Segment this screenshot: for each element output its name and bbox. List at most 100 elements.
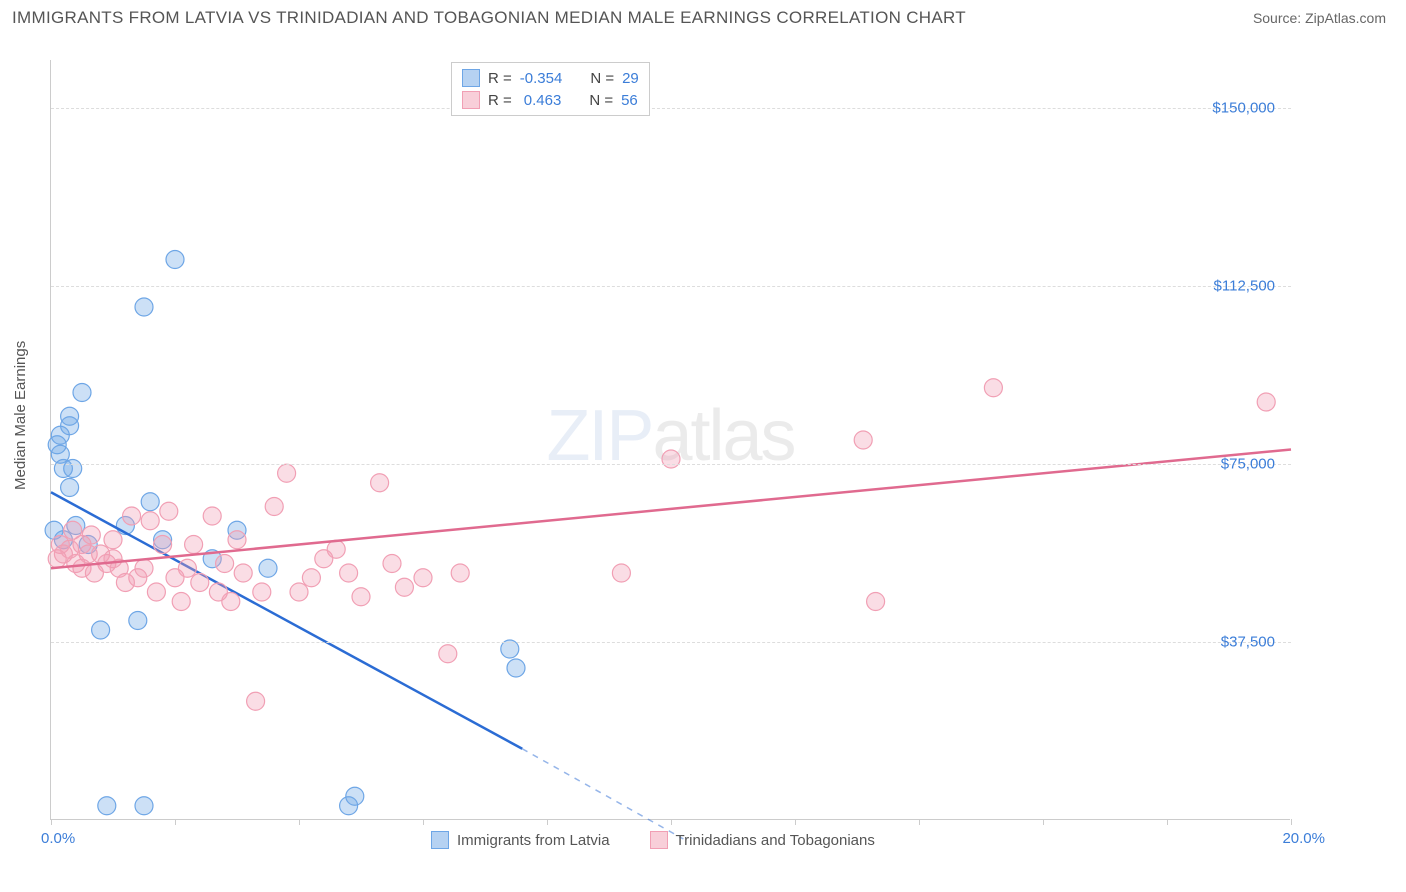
y-tick-label: $150,000 [1212,99,1275,116]
x-tick [299,819,300,825]
plot-svg [51,60,1291,820]
scatter-point-trinidad [984,379,1002,397]
scatter-point-trinidad [327,540,345,558]
legend-label-trinidad: Trinidadians and Tobagonians [676,832,875,849]
legend-item-trinidad: Trinidadians and Tobagonians [650,831,875,849]
x-tick [919,819,920,825]
scatter-point-trinidad [854,431,872,449]
scatter-point-trinidad [147,583,165,601]
scatter-point-trinidad [290,583,308,601]
scatter-point-trinidad [253,583,271,601]
gridline [51,286,1291,287]
gridline [51,108,1291,109]
chart-header: IMMIGRANTS FROM LATVIA VS TRINIDADIAN AN… [0,0,1406,28]
scatter-point-trinidad [371,474,389,492]
n-value-0: 29 [622,70,639,87]
r-value-0: -0.354 [520,70,563,87]
scatter-point-trinidad [104,531,122,549]
scatter-point-trinidad [82,526,100,544]
scatter-point-trinidad [203,507,221,525]
bottom-legend: Immigrants from Latvia Trinidadians and … [431,831,875,849]
y-tick-label: $112,500 [1214,277,1275,294]
scatter-point-latvia [507,659,525,677]
scatter-point-latvia [135,797,153,815]
trend-line-extrapolate-latvia [522,749,683,839]
x-axis-min-label: 0.0% [41,830,75,847]
scatter-point-latvia [64,460,82,478]
scatter-point-latvia [346,787,364,805]
chart-container: Median Male Earnings ZIPatlas $37,500$75… [50,60,1390,840]
legend-item-latvia: Immigrants from Latvia [431,831,610,849]
x-tick [547,819,548,825]
x-tick [51,819,52,825]
legend-label-latvia: Immigrants from Latvia [457,832,610,849]
scatter-point-trinidad [222,593,240,611]
scatter-point-latvia [61,417,79,435]
scatter-point-trinidad [191,574,209,592]
scatter-point-trinidad [302,569,320,587]
scatter-point-trinidad [662,450,680,468]
n-label-0: N = [590,70,614,87]
x-tick [1167,819,1168,825]
legend-swatch-latvia [431,831,449,849]
n-label-1: N = [589,92,613,109]
scatter-point-trinidad [154,536,172,554]
swatch-trinidad [462,91,480,109]
scatter-point-latvia [73,384,91,402]
scatter-point-trinidad [414,569,432,587]
x-tick [1291,819,1292,825]
scatter-point-trinidad [216,555,234,573]
gridline [51,642,1291,643]
scatter-point-trinidad [340,564,358,582]
y-tick-label: $75,000 [1221,455,1275,472]
scatter-point-trinidad [160,502,178,520]
scatter-point-latvia [98,797,116,815]
scatter-point-latvia [259,559,277,577]
scatter-point-trinidad [247,692,265,710]
scatter-point-latvia [135,298,153,316]
scatter-point-latvia [129,612,147,630]
x-tick [175,819,176,825]
scatter-point-trinidad [228,531,246,549]
stats-row-latvia: R = -0.354 N = 29 [462,67,639,89]
scatter-point-trinidad [141,512,159,530]
y-tick-label: $37,500 [1221,633,1275,650]
x-tick [795,819,796,825]
scatter-point-trinidad [395,578,413,596]
gridline [51,464,1291,465]
r-label-0: R = [488,70,512,87]
x-tick [423,819,424,825]
scatter-point-trinidad [278,464,296,482]
scatter-point-trinidad [234,564,252,582]
scatter-point-trinidad [172,593,190,611]
stats-row-trinidad: R = 0.463 N = 56 [462,89,639,111]
y-axis-title: Median Male Earnings [12,341,29,490]
scatter-point-trinidad [123,507,141,525]
stats-legend: R = -0.354 N = 29 R = 0.463 N = 56 [451,62,650,116]
n-value-1: 56 [621,92,638,109]
scatter-point-latvia [92,621,110,639]
scatter-point-trinidad [1257,393,1275,411]
scatter-point-trinidad [612,564,630,582]
scatter-point-latvia [61,479,79,497]
chart-title: IMMIGRANTS FROM LATVIA VS TRINIDADIAN AN… [12,8,966,28]
r-label-1: R = [488,92,512,109]
scatter-point-latvia [141,493,159,511]
r-value-1: 0.463 [520,92,562,109]
scatter-point-trinidad [439,645,457,663]
chart-source: Source: ZipAtlas.com [1253,10,1386,26]
plot-area: ZIPatlas $37,500$75,000$112,500$150,000 … [50,60,1290,820]
scatter-point-trinidad [383,555,401,573]
scatter-point-trinidad [867,593,885,611]
scatter-point-trinidad [352,588,370,606]
scatter-point-trinidad [451,564,469,582]
scatter-point-trinidad [178,559,196,577]
x-tick [671,819,672,825]
legend-swatch-trinidad [650,831,668,849]
x-tick [1043,819,1044,825]
swatch-latvia [462,69,480,87]
scatter-point-trinidad [185,536,203,554]
scatter-point-trinidad [135,559,153,577]
x-axis-max-label: 20.0% [1282,830,1325,847]
scatter-point-latvia [166,251,184,269]
